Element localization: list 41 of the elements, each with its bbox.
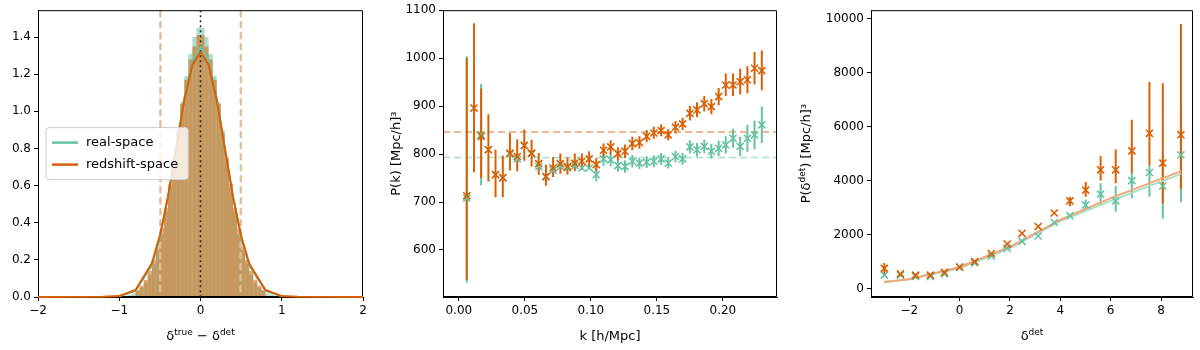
y-tick-label: 0.4 bbox=[11, 214, 31, 229]
y-axis-title: P(δdet) [Mpc/h]³ bbox=[796, 103, 813, 204]
y-tick-label: 900 bbox=[413, 98, 436, 113]
x-tick-label: −2 bbox=[29, 303, 47, 318]
x-tick-label: 4 bbox=[1056, 303, 1065, 318]
y-tick-label: 700 bbox=[413, 194, 436, 209]
y-axis-title: P(k) [Mpc/h]³ bbox=[388, 111, 403, 196]
x-tick-label: 2 bbox=[1006, 303, 1014, 318]
x-tick-label: 0 bbox=[196, 303, 205, 318]
x-axis-title: k [h/Mpc] bbox=[579, 328, 641, 343]
legend-label: real-space bbox=[86, 133, 154, 149]
y-tick-label: 2000 bbox=[833, 226, 864, 241]
y-tick-label: 1.4 bbox=[11, 29, 31, 44]
x-tick-label: 0.10 bbox=[577, 303, 605, 318]
y-tick-label: 800 bbox=[413, 146, 436, 161]
y-tick-label: 1.2 bbox=[11, 66, 31, 81]
y-tick-label: 6000 bbox=[833, 118, 864, 133]
y-tick-label: 0 bbox=[856, 280, 864, 295]
x-tick-label: −2 bbox=[900, 303, 919, 318]
y-tick-label: 600 bbox=[413, 242, 436, 257]
x-tick-label: 0 bbox=[955, 303, 964, 318]
x-tick-label: 2 bbox=[359, 303, 367, 318]
y-tick-label: 8000 bbox=[833, 64, 864, 79]
x-tick-label: 6 bbox=[1106, 303, 1115, 318]
y-tick-label: 0.0 bbox=[11, 289, 31, 304]
x-tick-label: 0.20 bbox=[709, 303, 737, 318]
legend-label: redshift-space bbox=[86, 155, 179, 171]
y-tick-label: 10000 bbox=[825, 10, 864, 25]
y-tick-label: 4000 bbox=[833, 172, 864, 187]
y-tick-label: 0.8 bbox=[11, 140, 31, 155]
x-tick-label: 0.05 bbox=[511, 303, 539, 318]
x-tick-label: −1 bbox=[110, 303, 129, 318]
x-tick-label: 1 bbox=[277, 303, 286, 318]
x-tick-label: 0.15 bbox=[643, 303, 671, 318]
y-tick-label: 0.6 bbox=[11, 177, 31, 192]
y-tick-label: 1100 bbox=[405, 2, 436, 17]
y-tick-label: 1.0 bbox=[11, 103, 31, 118]
x-tick-label: 8 bbox=[1157, 303, 1165, 318]
y-tick-label: 1000 bbox=[405, 50, 436, 65]
y-tick-label: 0.2 bbox=[11, 252, 31, 266]
x-tick-label: 0.00 bbox=[445, 303, 473, 318]
